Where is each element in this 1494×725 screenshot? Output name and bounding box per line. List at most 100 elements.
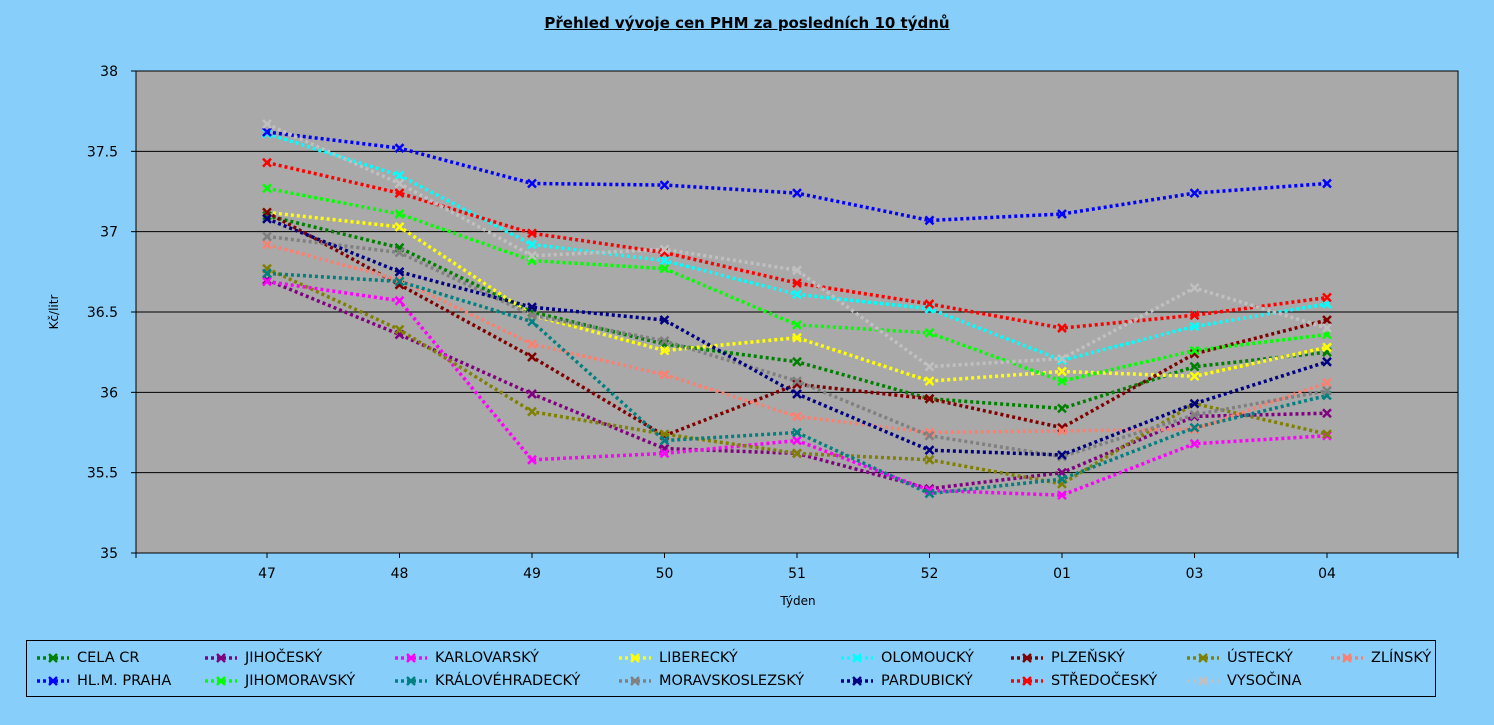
- data-point: [527, 250, 537, 261]
- data-point: [1057, 366, 1067, 377]
- series-line: [266, 160, 1328, 330]
- y-tick-label: 35.5: [87, 466, 118, 482]
- data-point: [1189, 283, 1200, 293]
- data-point: [659, 263, 670, 274]
- data-point: [792, 356, 802, 367]
- data-point: [924, 485, 935, 496]
- legend-item: MORAVSKOSLEZSKÝ: [617, 671, 804, 691]
- x-tick-label: 03: [1186, 566, 1204, 582]
- data-point: [262, 157, 272, 168]
- series-pardubick-: [262, 213, 1332, 460]
- data-point: [262, 239, 272, 250]
- data-point: [924, 393, 935, 404]
- legend-swatch: [1011, 676, 1043, 686]
- data-point: [394, 221, 405, 232]
- data-point: [1057, 426, 1067, 436]
- line-chart: 35 35.5 36 36.5 37 37.5 38 47 48 49 50 51 52 01 03 04 K…: [47, 64, 1459, 608]
- data-point: [924, 215, 935, 226]
- legend-label: KRÁLOVÉHRADECKÝ: [435, 673, 581, 689]
- series-st-edo-esk-: [262, 157, 1332, 333]
- data-point: [792, 265, 802, 276]
- legend-label: VYSOČINA: [1227, 673, 1302, 689]
- data-point: [394, 276, 405, 287]
- data-point: [1189, 361, 1200, 372]
- chart-legend: CELA CR JIHOČESKÝ KARLOVARSKÝ LIBERECKÝ OLOM…: [26, 640, 1436, 697]
- data-point: [394, 266, 405, 277]
- legend-swatch: [619, 676, 651, 686]
- y-tick-label: 37.5: [87, 144, 118, 160]
- y-tick-label: 36.5: [87, 305, 118, 321]
- legend-swatch: [205, 676, 237, 686]
- data-point: [394, 143, 405, 154]
- data-point: [792, 389, 802, 399]
- y-tick-label: 36: [100, 385, 118, 401]
- data-point: [262, 127, 272, 137]
- x-tick-label: 48: [391, 566, 409, 582]
- legend-label: PLZEŇSKÝ: [1051, 650, 1125, 666]
- legend-swatch: [37, 676, 69, 686]
- data-point: [1322, 408, 1332, 419]
- data-point: [1322, 377, 1332, 388]
- data-point: [262, 231, 272, 242]
- legend-item: STŘEDOČESKÝ: [1009, 671, 1157, 691]
- data-point: [262, 119, 272, 129]
- legend-label: JIHOČESKÝ: [245, 650, 323, 666]
- data-point: [924, 430, 935, 441]
- data-point: [659, 315, 670, 325]
- legend-item: JIHOČESKÝ: [203, 648, 322, 668]
- legend-label: OLOMOUCKÝ: [881, 650, 974, 666]
- data-point: [1322, 342, 1332, 353]
- data-point: [394, 247, 405, 258]
- data-point: [1057, 376, 1067, 386]
- legend-item: KARLOVARSKÝ: [393, 648, 539, 668]
- data-point: [659, 180, 670, 190]
- legend-swatch: [1187, 676, 1219, 686]
- series-line: [266, 210, 1328, 438]
- data-point: [527, 339, 537, 350]
- data-point: [394, 178, 405, 189]
- x-tick-label: 50: [656, 566, 674, 582]
- data-point: [1057, 450, 1067, 460]
- x-tick-label: 51: [788, 566, 806, 582]
- data-point: [262, 276, 272, 287]
- legend-item: ZLÍNSKÝ: [1329, 648, 1431, 668]
- data-point: [924, 361, 935, 372]
- x-tick-label: 47: [258, 566, 276, 582]
- legend-swatch: [395, 676, 427, 686]
- data-point: [394, 188, 405, 198]
- legend-label: CELA CR: [77, 650, 140, 666]
- legend-swatch: [205, 653, 237, 663]
- data-point: [1189, 321, 1200, 332]
- data-point: [924, 445, 935, 456]
- data-point: [1057, 209, 1067, 219]
- data-point: [1057, 474, 1067, 484]
- data-point: [1322, 356, 1332, 367]
- data-point: [394, 324, 405, 335]
- y-tick-label: 37: [100, 225, 118, 241]
- data-point: [1057, 323, 1067, 333]
- data-point: [1057, 353, 1067, 364]
- series-line: [266, 210, 1328, 383]
- legend-swatch: [1011, 653, 1043, 663]
- legend-swatch: [619, 653, 651, 663]
- y-tick-label: 38: [100, 64, 118, 80]
- data-point: [924, 427, 935, 438]
- data-point: [659, 435, 670, 446]
- data-point: [394, 209, 405, 219]
- data-point: [1322, 178, 1332, 189]
- data-point: [394, 170, 405, 181]
- legend-item: OLOMOUCKÝ: [839, 648, 974, 668]
- data-point: [659, 448, 670, 459]
- data-point: [527, 178, 537, 189]
- data-point: [527, 406, 537, 417]
- data-point: [527, 302, 537, 313]
- data-point: [792, 427, 802, 438]
- data-point: [659, 345, 670, 356]
- data-point: [1322, 385, 1332, 396]
- data-point: [924, 488, 935, 499]
- legend-item: LIBERECKÝ: [617, 648, 738, 668]
- data-point: [792, 448, 802, 459]
- data-point: [1322, 429, 1332, 439]
- data-point: [1189, 422, 1200, 433]
- data-point: [659, 369, 670, 380]
